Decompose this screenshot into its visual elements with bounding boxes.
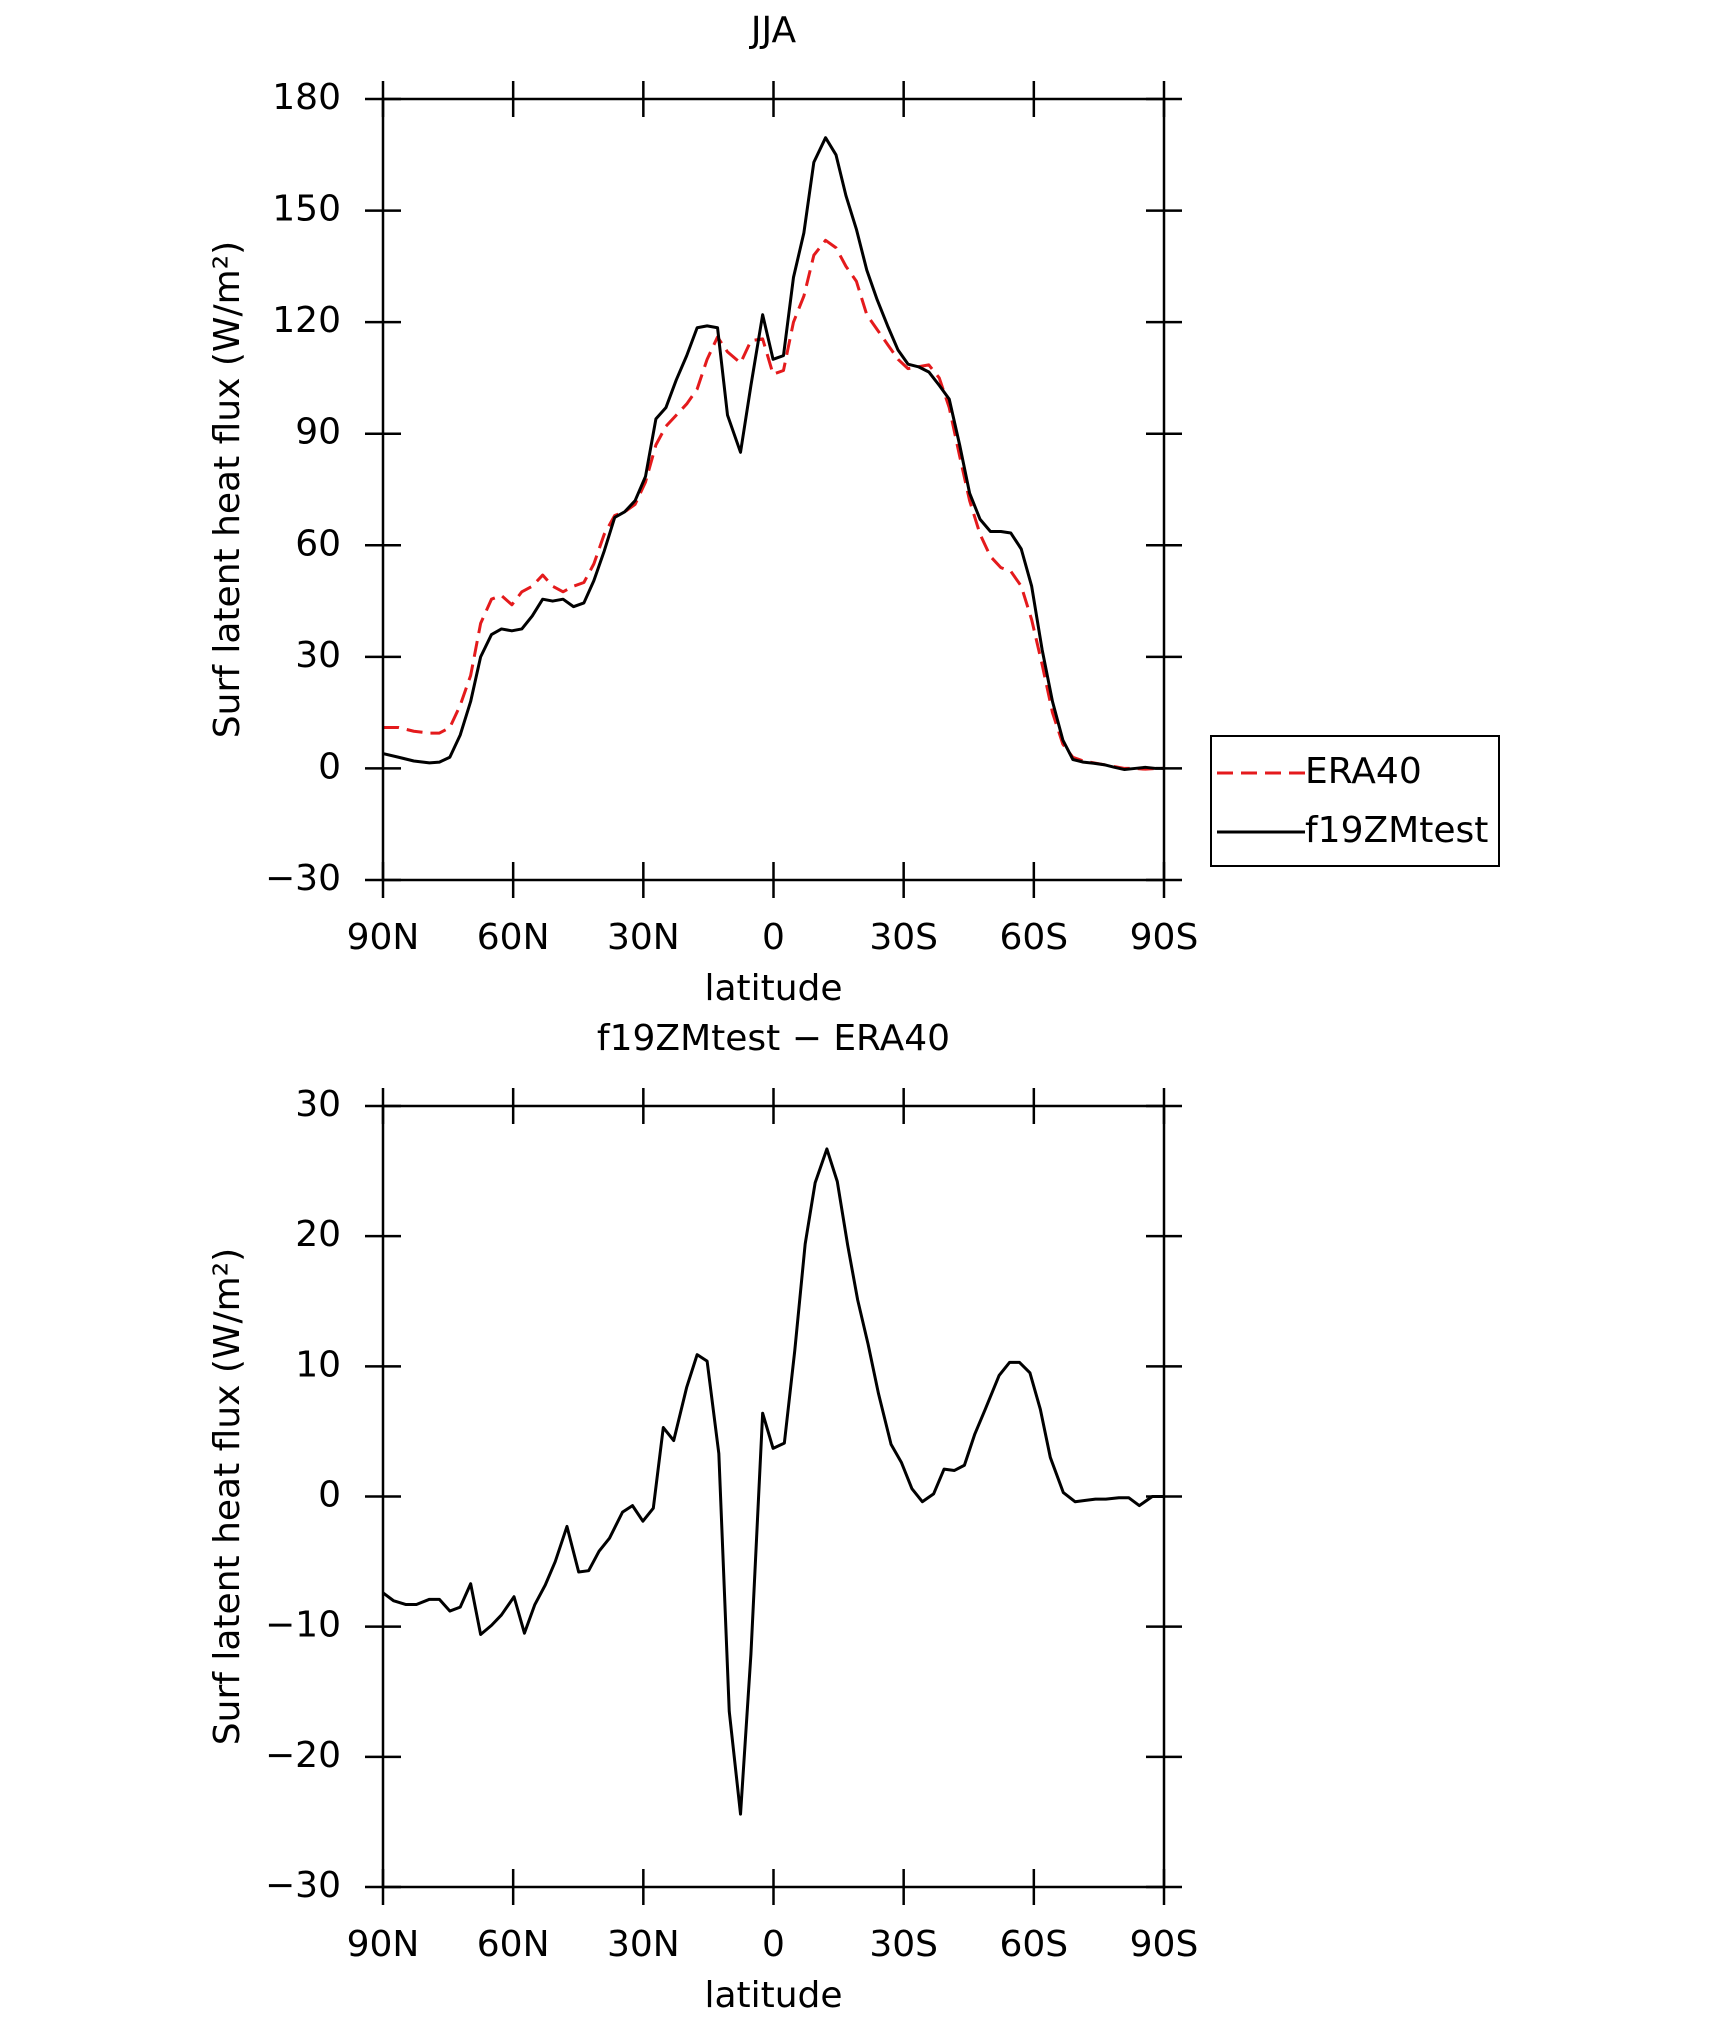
y-tick-label: −30 bbox=[265, 858, 341, 899]
x-tick-label: 60S bbox=[999, 1924, 1068, 1965]
plot-frame bbox=[381, 97, 1166, 882]
x-tick-label: 0 bbox=[762, 917, 785, 958]
y-tick-label: −10 bbox=[265, 1605, 341, 1646]
y-tick-label: 0 bbox=[318, 1475, 341, 1516]
y-tick-label: 30 bbox=[295, 1084, 341, 1125]
data-line bbox=[382, 1147, 1164, 1816]
x-tick-label: 90N bbox=[347, 1924, 420, 1965]
data-line bbox=[382, 136, 1164, 772]
y-axis-title: Surf latent heat flux (W/m²) bbox=[207, 241, 248, 738]
y-tick-label: 90 bbox=[295, 412, 341, 453]
x-tick-label: 90S bbox=[1130, 1924, 1199, 1965]
x-tick-label: 0 bbox=[762, 1924, 785, 1965]
chart-title: f19ZMtest − ERA40 bbox=[597, 1018, 950, 1059]
y-tick-label: 10 bbox=[295, 1344, 341, 1385]
x-tick-label: 60N bbox=[477, 1924, 550, 1965]
legend-box bbox=[1210, 735, 1500, 867]
y-tick-label: −20 bbox=[265, 1735, 341, 1776]
x-tick-label: 60S bbox=[999, 917, 1068, 958]
x-tick-label: 30N bbox=[607, 917, 680, 958]
x-tick-label: 30S bbox=[869, 917, 938, 958]
chart-title: JJA bbox=[749, 10, 797, 51]
y-tick-label: −30 bbox=[265, 1865, 341, 1906]
legend: ERA40 f19ZMtest bbox=[1210, 735, 1500, 867]
plot-frame bbox=[381, 1104, 1166, 1889]
legend-label: f19ZMtest bbox=[1305, 810, 1488, 851]
y-tick-label: 180 bbox=[272, 77, 341, 118]
x-tick-label: 30N bbox=[607, 1924, 680, 1965]
y-tick-label: 60 bbox=[295, 523, 341, 564]
y-axis-title: Surf latent heat flux (W/m²) bbox=[207, 1248, 248, 1745]
x-axis-title: latitude bbox=[704, 1975, 842, 2016]
data-line bbox=[383, 238, 1164, 771]
x-axis-title: latitude bbox=[704, 968, 842, 1009]
x-tick-label: 30S bbox=[869, 1924, 938, 1965]
y-tick-label: 0 bbox=[318, 746, 341, 787]
y-tick-label: 30 bbox=[295, 635, 341, 676]
x-tick-label: 90S bbox=[1130, 917, 1199, 958]
y-tick-label: 120 bbox=[272, 300, 341, 341]
y-tick-label: 20 bbox=[295, 1214, 341, 1255]
x-tick-label: 60N bbox=[477, 917, 550, 958]
x-tick-label: 90N bbox=[347, 917, 420, 958]
legend-label: ERA40 bbox=[1305, 751, 1422, 792]
y-tick-label: 150 bbox=[272, 189, 341, 230]
